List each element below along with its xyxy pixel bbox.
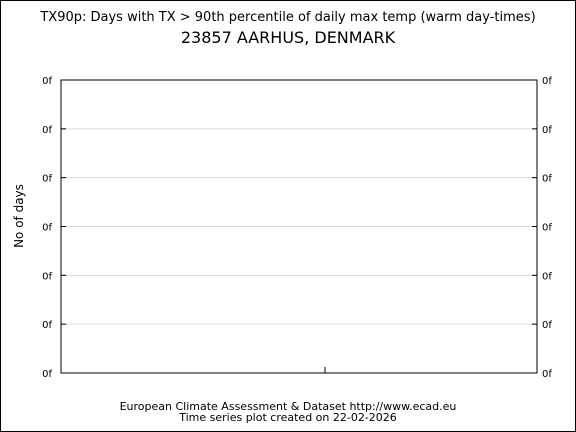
y-tick-label-right: 0f [542,223,552,234]
y-tick-label-left: 0f [42,271,52,282]
station-subtitle: 23857 AARHUS, DENMARK [180,28,396,47]
y-tick-label-right: 0f [542,76,552,87]
y-tick-label-right: 0f [542,125,552,136]
y-tick-labels: 0f 0f 0f 0f 0f 0f 0f 0f 0f 0f 0f 0f 0f 0f [42,76,552,380]
footer-created-date: Time series plot created on 22-02-2026 [179,411,397,424]
y-tick-label-right: 0f [542,369,552,380]
y-tick-label-left: 0f [42,369,52,380]
y-axis-ticks [61,79,537,374]
y-tick-label-left: 0f [42,76,52,87]
chart-title: TX90p: Days with TX > 90th percentile of… [40,10,536,25]
y-tick-label-right: 0f [542,320,552,331]
y-tick-label-left: 0f [42,320,52,331]
footer-source: European Climate Assessment & Dataset ht… [119,400,457,413]
y-tick-label-right: 0f [542,174,552,185]
y-tick-label-left: 0f [42,174,52,185]
y-tick-label-left: 0f [42,223,52,234]
grid-lines [61,128,537,325]
y-tick-label-right: 0f [542,271,552,282]
y-tick-label-left: 0f [42,125,52,136]
